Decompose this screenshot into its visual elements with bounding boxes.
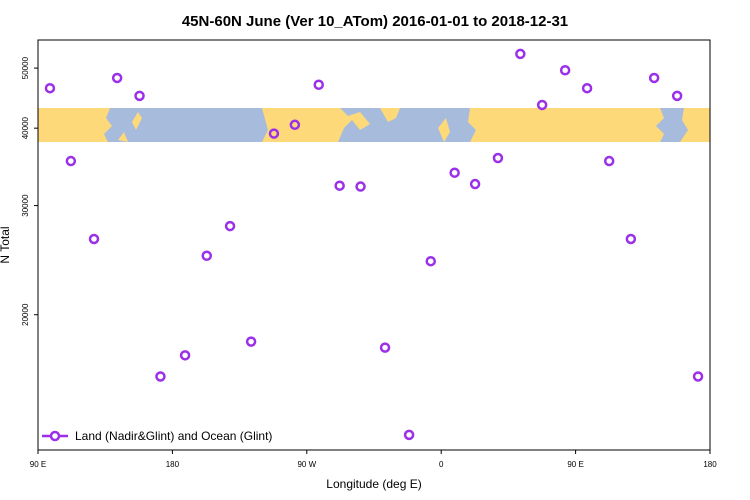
data-point (88, 233, 100, 245)
data-point (65, 155, 77, 167)
data-point (134, 90, 145, 102)
x-tick-label: 0 (439, 460, 444, 469)
data-point (671, 90, 683, 102)
data-point (425, 255, 436, 267)
y-tick-label: 40000 (21, 116, 30, 139)
data-point (111, 72, 123, 84)
data-point (625, 233, 637, 245)
x-tick-label: 90 W (297, 460, 316, 469)
data-point (313, 79, 324, 90)
plot-frame (37, 39, 711, 451)
y-axis-label: N Total (0, 226, 12, 263)
data-point (44, 82, 56, 94)
x-tick-label: 180 (703, 460, 717, 469)
y-tick-label: 20000 (21, 303, 30, 326)
data-point (355, 181, 366, 192)
x-tick-label: 90 E (567, 460, 583, 469)
data-point (268, 128, 280, 139)
legend-label: Land (Nadir&Glint) and Ocean (Glint) (75, 429, 272, 443)
data-point (403, 429, 415, 441)
legend-marker (49, 430, 61, 442)
data-point (492, 152, 504, 164)
data-point (536, 99, 548, 111)
data-point (603, 155, 615, 167)
map-band (38, 108, 710, 142)
data-point (515, 48, 526, 60)
land (38, 108, 710, 142)
y-tick-label: 30000 (21, 194, 30, 217)
x-tick-label: 180 (166, 460, 180, 469)
x-tick-label: 90 E (30, 460, 46, 469)
data-point (581, 82, 593, 94)
data-point (692, 371, 704, 382)
data-point (245, 336, 257, 347)
data-point (289, 119, 301, 131)
data-point (379, 342, 391, 353)
data-point (449, 167, 460, 178)
data-point (224, 220, 236, 232)
chart-title: 45N-60N June (Ver 10_ATom) 2016-01-01 to… (182, 13, 568, 30)
data-point (179, 350, 191, 361)
data-point (648, 72, 660, 84)
data-point (201, 250, 212, 261)
data-point (559, 65, 571, 76)
x-axis-label: Longitude (deg E) (326, 477, 421, 491)
data-point (334, 180, 345, 191)
data-point (155, 371, 166, 382)
y-tick-label: 50000 (21, 56, 30, 79)
data-point (469, 178, 481, 190)
